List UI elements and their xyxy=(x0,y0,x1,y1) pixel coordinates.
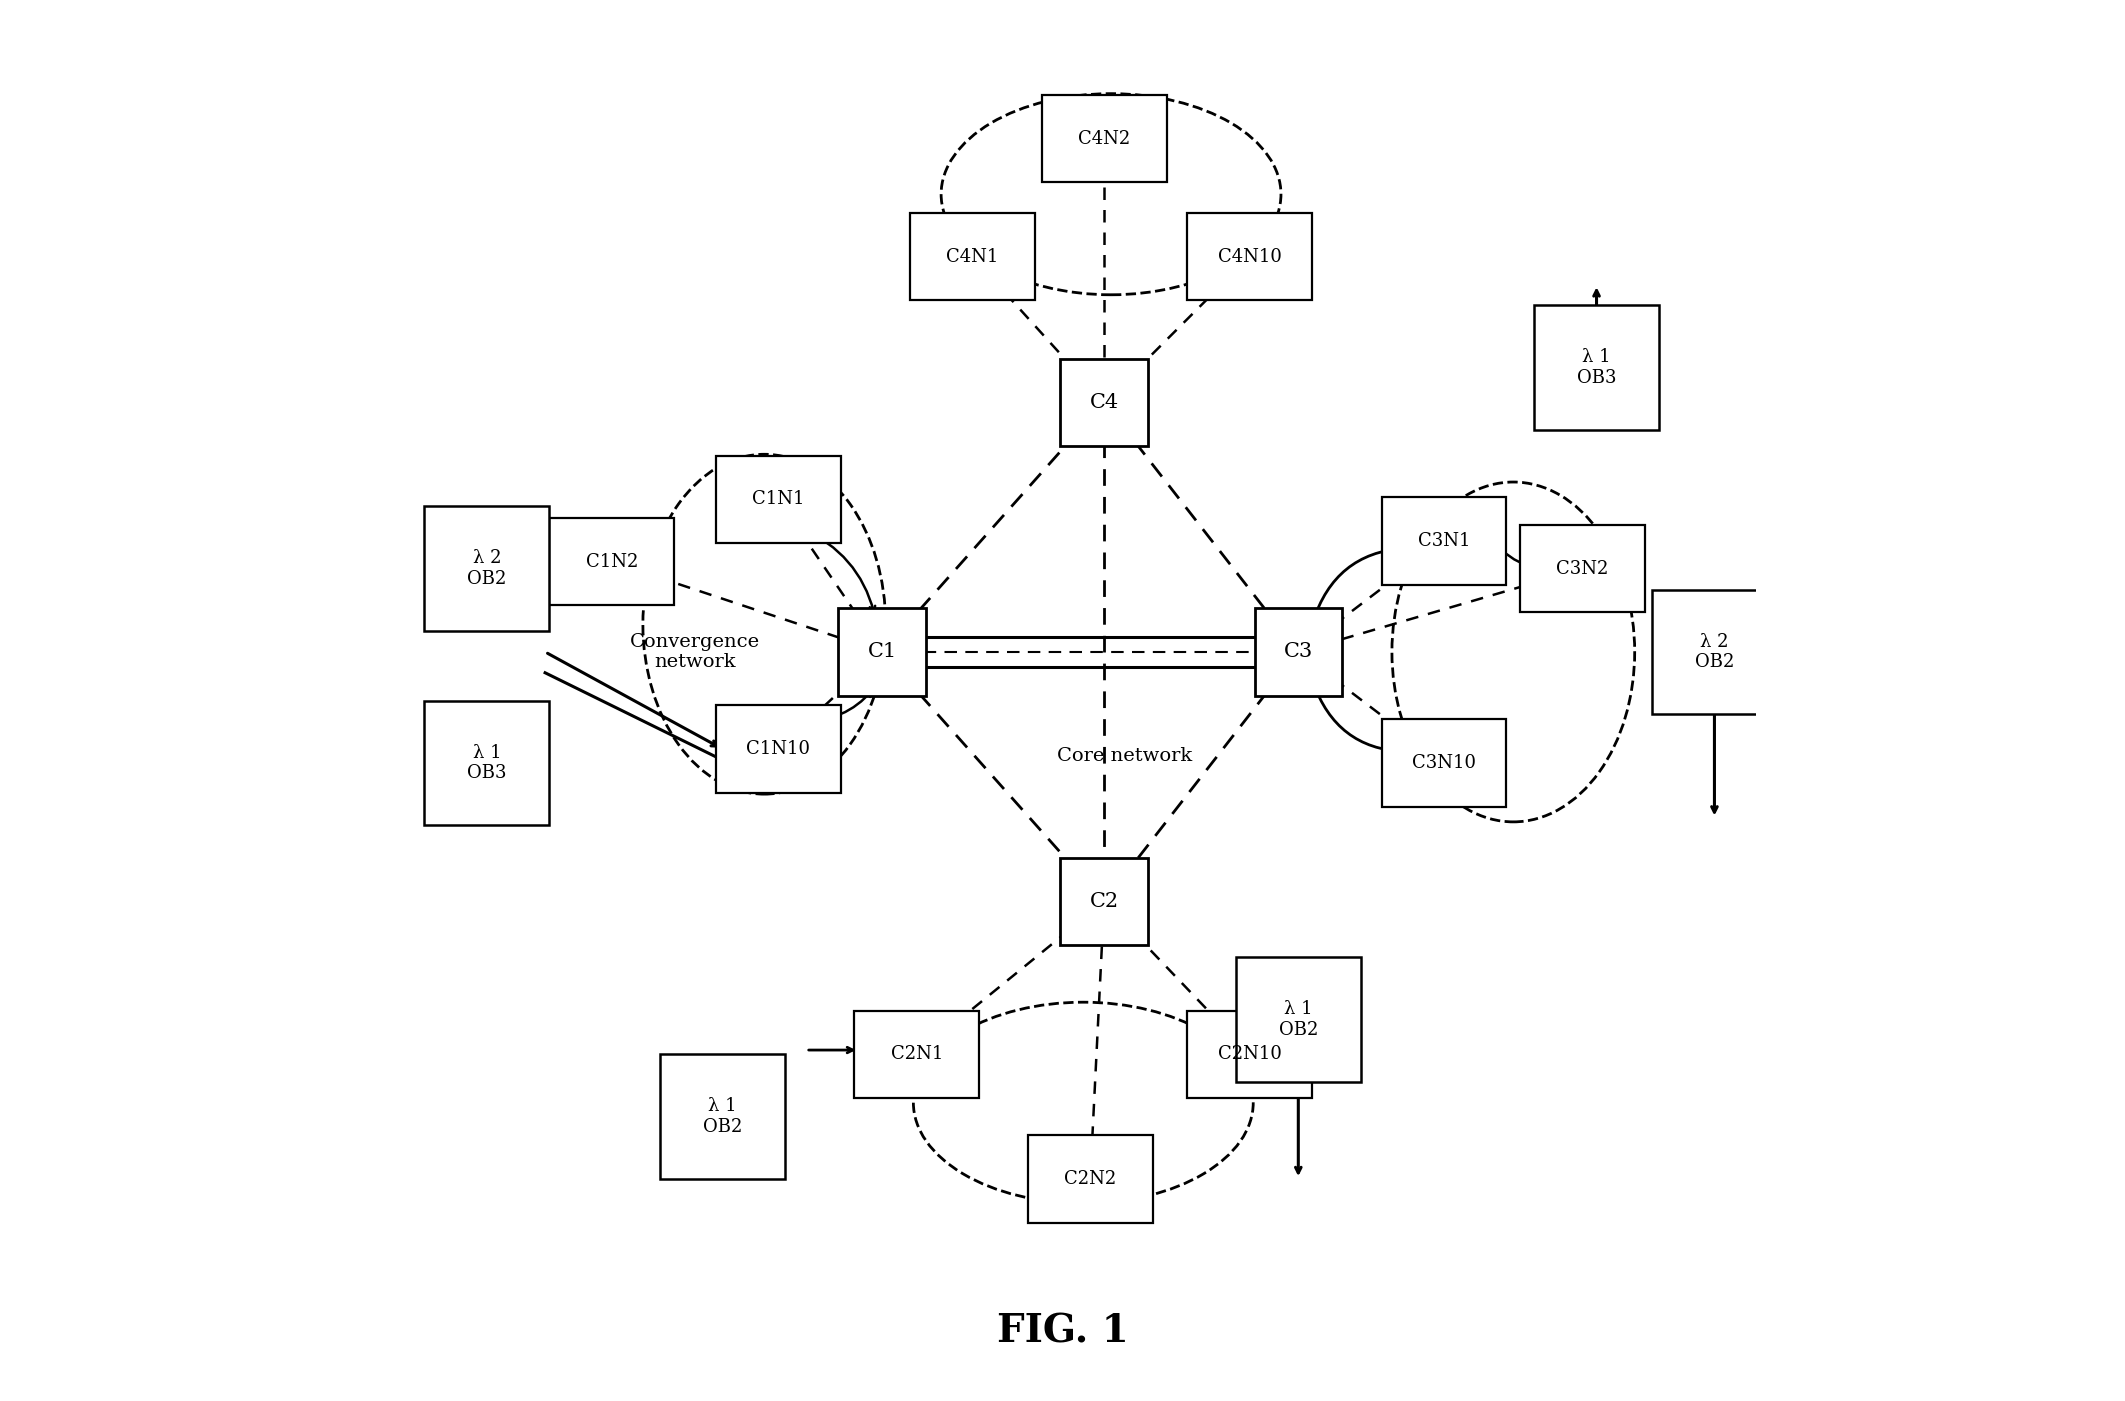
Text: FIG. 1: FIG. 1 xyxy=(997,1313,1128,1351)
FancyBboxPatch shape xyxy=(1041,95,1167,182)
Text: Convergence
network: Convergence network xyxy=(629,632,761,671)
Text: C4N2: C4N2 xyxy=(1077,130,1130,147)
FancyBboxPatch shape xyxy=(1237,957,1360,1082)
FancyBboxPatch shape xyxy=(910,213,1035,300)
FancyBboxPatch shape xyxy=(1188,213,1311,300)
Text: C2N2: C2N2 xyxy=(1065,1170,1116,1188)
FancyBboxPatch shape xyxy=(716,455,842,544)
Text: λ 1
OB2: λ 1 OB2 xyxy=(1279,1000,1318,1040)
Text: λ 2
OB2: λ 2 OB2 xyxy=(1696,632,1734,671)
FancyBboxPatch shape xyxy=(1651,590,1776,715)
FancyBboxPatch shape xyxy=(854,1010,980,1098)
FancyBboxPatch shape xyxy=(716,705,842,793)
FancyBboxPatch shape xyxy=(1381,497,1507,584)
FancyBboxPatch shape xyxy=(1188,1010,1311,1098)
Text: C3N10: C3N10 xyxy=(1411,754,1477,772)
FancyBboxPatch shape xyxy=(1060,359,1148,446)
Text: C1: C1 xyxy=(867,643,897,661)
FancyBboxPatch shape xyxy=(425,506,548,630)
Text: C4: C4 xyxy=(1090,392,1118,412)
Text: C2: C2 xyxy=(1090,892,1118,911)
Text: C4N1: C4N1 xyxy=(946,248,999,266)
FancyBboxPatch shape xyxy=(661,1054,784,1180)
FancyBboxPatch shape xyxy=(1028,1135,1152,1223)
Text: λ 1
OB3: λ 1 OB3 xyxy=(1577,349,1617,387)
Text: λ 2
OB2: λ 2 OB2 xyxy=(468,549,506,588)
FancyBboxPatch shape xyxy=(839,608,926,696)
Text: C1N1: C1N1 xyxy=(752,490,805,509)
Text: λ 1
OB3: λ 1 OB3 xyxy=(468,744,506,782)
FancyBboxPatch shape xyxy=(425,700,548,825)
Text: C1N2: C1N2 xyxy=(586,553,637,570)
Text: C3: C3 xyxy=(1284,643,1313,661)
FancyBboxPatch shape xyxy=(1254,608,1343,696)
Text: C2N10: C2N10 xyxy=(1218,1045,1281,1063)
Text: C4N10: C4N10 xyxy=(1218,248,1281,266)
Text: C3N1: C3N1 xyxy=(1417,532,1470,551)
FancyBboxPatch shape xyxy=(548,518,674,605)
Text: Core network: Core network xyxy=(1058,747,1192,765)
Text: C1N10: C1N10 xyxy=(746,740,810,758)
FancyBboxPatch shape xyxy=(1060,857,1148,946)
FancyBboxPatch shape xyxy=(1519,525,1645,612)
Text: C2N1: C2N1 xyxy=(890,1045,944,1063)
Text: λ 1
OB2: λ 1 OB2 xyxy=(703,1097,742,1136)
Text: C3N2: C3N2 xyxy=(1556,560,1609,577)
FancyBboxPatch shape xyxy=(1381,719,1507,807)
FancyBboxPatch shape xyxy=(1534,305,1660,430)
